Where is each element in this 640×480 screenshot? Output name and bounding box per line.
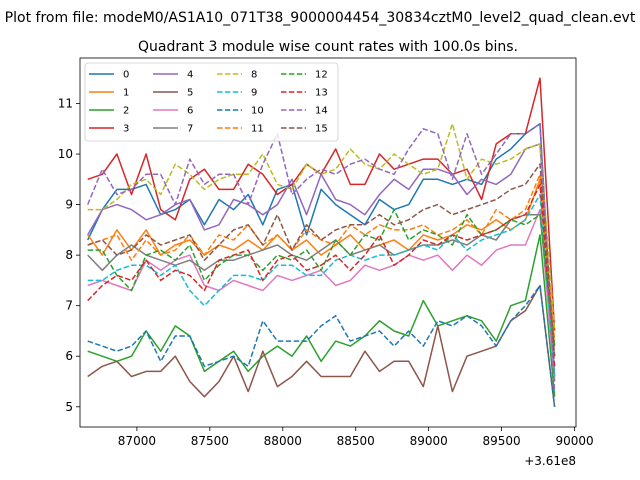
legend-label-13: 13 [315,88,328,99]
y-axis: 5 6 7 8 9 10 11 [58,96,80,414]
legend-label-11: 11 [251,124,264,135]
series-line-8 [87,122,556,332]
legend-box [84,62,339,142]
legend-label-12: 12 [315,70,328,81]
series-line-11 [87,173,556,342]
series-line-10 [87,284,556,407]
x-tick-label: 90000 [555,434,593,448]
legend-label-4: 4 [187,70,193,81]
x-tick-label: 87000 [118,434,156,448]
figure-suptitle: Plot from file: modeM0/AS1A10_071T38_900… [5,10,636,26]
series-line-9 [87,193,556,377]
y-tick-label: 5 [65,400,73,414]
legend-label-10: 10 [251,106,264,117]
x-axis: 87000 87500 88000 88500 89000 89500 90000 [118,427,594,448]
y-tick-label: 11 [58,96,73,110]
series-line-4 [87,143,556,382]
legend-label-14: 14 [315,106,328,117]
legend-label-9: 9 [251,88,257,99]
series-line-2 [87,234,556,397]
y-tick-label: 9 [65,198,73,212]
x-tick-label: 89500 [483,434,521,448]
y-tick-label: 10 [58,147,73,161]
plot-area [87,77,556,407]
y-tick-label: 7 [65,299,73,313]
series-line-15 [87,163,556,357]
x-tick-label: 88000 [264,434,302,448]
x-tick-label: 88500 [337,434,375,448]
series-line-14 [87,122,556,392]
legend-label-5: 5 [187,88,193,99]
y-tick-label: 6 [65,349,73,363]
legend-label-7: 7 [187,124,193,135]
x-tick-label: 89000 [410,434,448,448]
legend-label-15: 15 [315,124,328,135]
series-line-13 [87,183,556,367]
axes-frame [79,57,577,428]
series-line-12 [87,208,556,347]
legend-label-2: 2 [123,106,129,117]
series-line-5 [87,284,556,407]
legend-label-0: 0 [123,70,129,81]
legend-label-8: 8 [251,70,257,81]
y-tick-label: 8 [65,248,73,262]
x-tick-label: 87500 [191,434,229,448]
legend-label-3: 3 [123,124,129,135]
x-offset-label: +3.61e8 [524,454,576,468]
legend-label-6: 6 [187,106,193,117]
chart-title: Quadrant 3 module wise count rates with … [138,39,518,55]
series-line-7 [87,213,556,357]
legend-label-1: 1 [123,88,129,99]
